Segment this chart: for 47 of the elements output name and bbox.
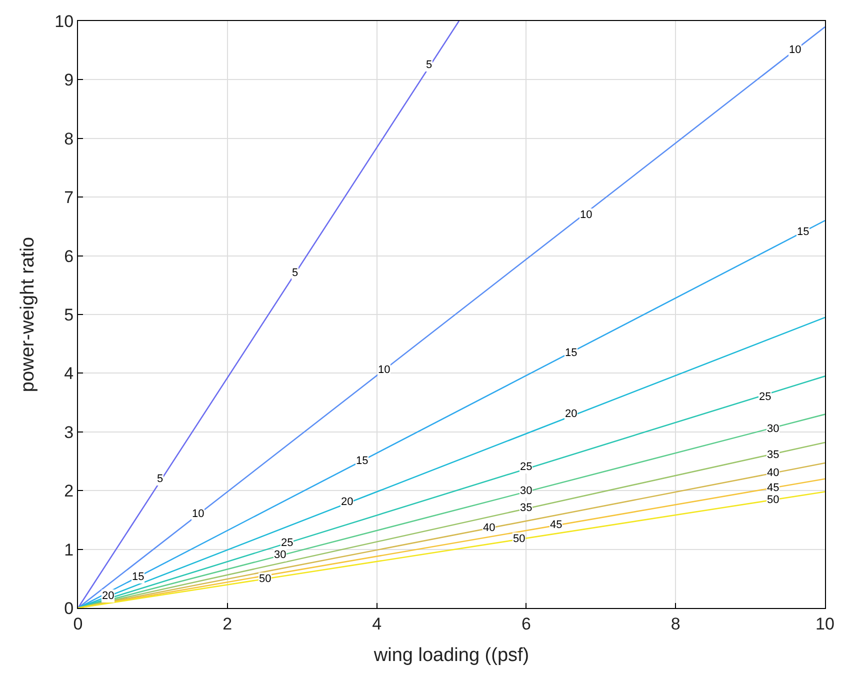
y-tick-label: 4: [64, 364, 74, 384]
annotation: 25: [759, 391, 772, 403]
annotation: 35: [767, 449, 780, 461]
annotation: 40: [767, 467, 780, 479]
annotation: 50: [513, 533, 526, 545]
x-tick-label: 8: [670, 614, 680, 634]
x-axis-title: wing loading ((psf): [372, 645, 530, 666]
annotation: 45: [550, 519, 562, 531]
annotation: 20: [565, 408, 578, 420]
annotation: 35: [520, 502, 532, 514]
annotation: 30: [520, 485, 532, 497]
annotation: 15: [132, 571, 144, 583]
annotation: 45: [767, 482, 780, 494]
y-tick-label: 7: [64, 188, 74, 208]
y-tick-label: 8: [64, 129, 74, 148]
y-tick-label: 9: [64, 70, 74, 90]
annotation: 50: [767, 494, 780, 506]
annotation: 30: [767, 423, 780, 435]
y-tick-label: 0: [64, 598, 74, 618]
x-tick-label: 6: [521, 614, 531, 634]
annotation: 15: [565, 347, 578, 359]
y-tick-label: 10: [54, 12, 74, 31]
annotation: 25: [520, 461, 532, 473]
x-tick-label: 10: [816, 614, 834, 634]
annotation: 5: [426, 59, 432, 71]
y-tick-label: 5: [64, 305, 74, 324]
annotation: 20: [341, 496, 354, 508]
annotation: 50: [259, 573, 272, 585]
x-tick-label: 2: [222, 614, 232, 634]
annotation: 5: [157, 473, 164, 485]
y-tick-label: 1: [64, 540, 74, 560]
annotation: 10: [378, 364, 390, 376]
annotation: 40: [483, 522, 496, 534]
annotation: 10: [580, 209, 592, 221]
annotation: 10: [192, 508, 204, 520]
y-tick-label: 2: [64, 482, 74, 501]
annotation: 30: [274, 549, 286, 561]
annotation: 15: [356, 455, 368, 467]
annotation: 15: [797, 226, 810, 238]
annotation: 10: [789, 44, 802, 56]
x-tick-label: 4: [372, 614, 382, 634]
annotation: 25: [281, 537, 294, 549]
y-axis-title: power-weight ratio: [18, 236, 39, 392]
y-tick-label: 3: [64, 422, 74, 442]
annotation: 5: [292, 267, 298, 279]
annotation: 20: [102, 590, 114, 602]
y-tick-label: 6: [64, 246, 74, 266]
